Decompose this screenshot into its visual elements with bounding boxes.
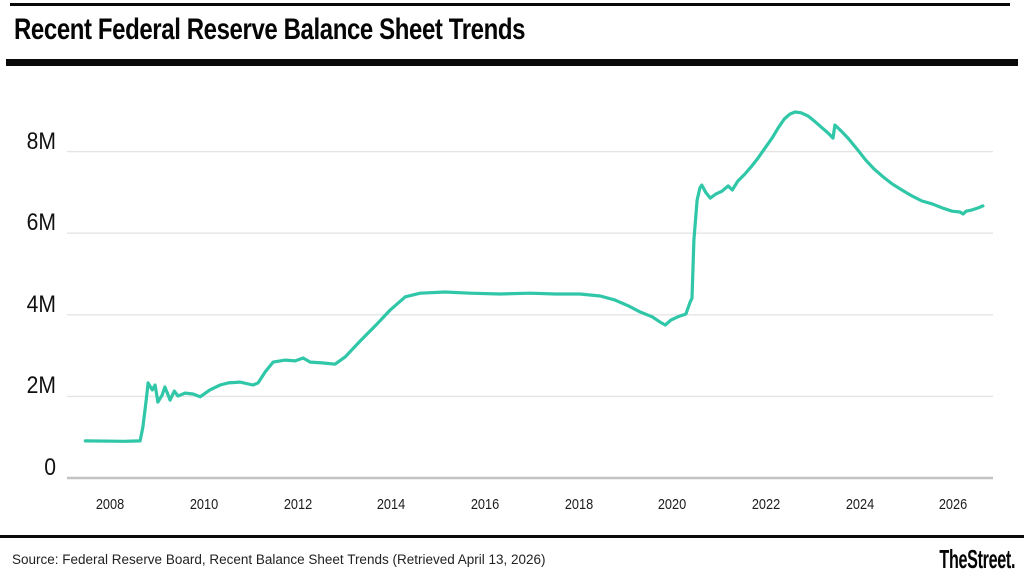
source-attribution: Source: Federal Reserve Board, Recent Ba… <box>12 552 546 567</box>
title-divider-bar <box>6 59 1018 66</box>
thestreet-logo-text: TheStreet <box>939 544 1011 574</box>
thestreet-logo-period: . <box>1010 544 1015 574</box>
page-title: Recent Federal Reserve Balance Sheet Tre… <box>14 13 526 46</box>
footer-divider-bar <box>0 535 1024 538</box>
thestreet-logo: TheStreet. <box>939 544 1015 575</box>
top-rule <box>10 3 1010 6</box>
balance-sheet-line <box>83 110 985 443</box>
